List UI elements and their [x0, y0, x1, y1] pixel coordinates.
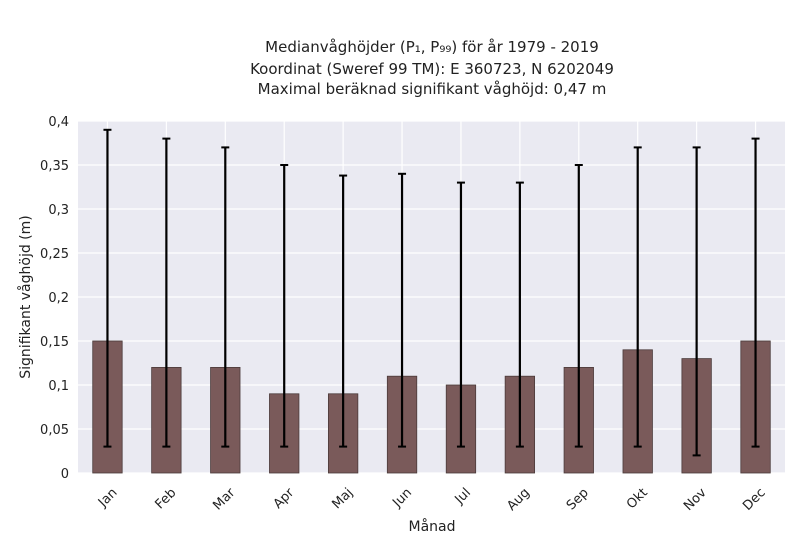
chart-title-line-1: Medianvåghöjder (P₁, P₉₉) för år 1979 - …	[265, 38, 599, 56]
error-bar-mar	[221, 146, 230, 448]
x-tick-label-sep: Sep	[564, 485, 592, 513]
chart-title-line-2: Koordinat (Sweref 99 TM): E 360723, N 62…	[250, 60, 614, 78]
x-tick-label-feb: Feb	[153, 485, 180, 512]
error-bar-sep	[574, 164, 583, 448]
y-tick-label: 0,3	[48, 203, 69, 218]
error-bar-aug	[515, 181, 524, 448]
error-bars	[103, 128, 760, 457]
y-tick-label: 0	[61, 467, 69, 482]
y-tick-label: 0,05	[40, 423, 69, 438]
x-tick-label-jan: Jan	[95, 485, 120, 510]
x-tick-label-maj: Maj	[329, 485, 356, 512]
y-tick-label: 0,35	[40, 159, 69, 174]
x-tick-label-jun: Jun	[389, 485, 415, 511]
error-bar-nov	[692, 146, 701, 457]
x-tick-label-okt: Okt	[624, 485, 651, 512]
error-bar-jul	[456, 181, 465, 448]
x-tick-label-apr: Apr	[271, 485, 298, 512]
error-bar-jun	[398, 172, 407, 448]
y-tick-label: 0,4	[48, 115, 69, 130]
x-tick-label-nov: Nov	[681, 485, 710, 514]
x-tick-label-dec: Dec	[740, 485, 768, 513]
error-bar-apr	[280, 164, 289, 448]
error-bar-okt	[633, 146, 642, 448]
y-tick-label: 0,1	[48, 379, 69, 394]
y-axis-label: Signifikant våghöjd (m)	[17, 215, 34, 378]
error-bar-jan	[103, 128, 112, 448]
y-tick-labels: 0 0,05 0,1 0,15 0,2 0,25 0,3 0,35 0,4	[40, 115, 69, 482]
x-tick-label-mar: Mar	[210, 485, 238, 513]
x-tick-label-aug: Aug	[504, 485, 533, 514]
chart-title-line-3: Maximal beräknad signifikant våghöjd: 0,…	[258, 80, 607, 98]
x-tick-label-jul: Jul	[452, 485, 474, 507]
y-tick-label: 0,15	[40, 335, 69, 350]
x-axis-label: Månad	[409, 518, 456, 535]
error-bar-dec	[751, 137, 760, 448]
y-tick-label: 0,2	[48, 291, 69, 306]
y-tick-label: 0,25	[40, 247, 69, 262]
x-tick-labels: Jan Feb Mar Apr Maj Jun Jul Aug Sep Okt Nov Dec	[95, 485, 769, 514]
error-bar-feb	[162, 137, 171, 448]
error-bar-maj	[339, 174, 348, 448]
